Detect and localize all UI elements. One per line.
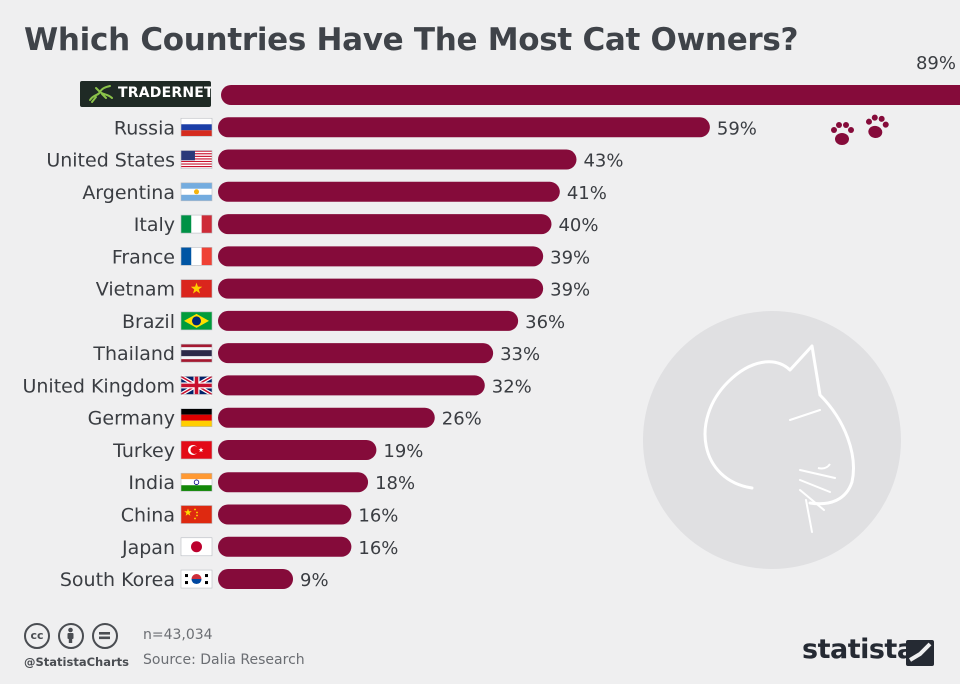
category-label: Japan xyxy=(121,537,175,559)
india-flag xyxy=(180,472,213,492)
tradernet-logo-text: TRADERNET xyxy=(118,85,211,101)
uk-flag xyxy=(179,374,214,397)
statista-logo-icon xyxy=(906,640,934,666)
tradernet-logo: TRADERNET xyxy=(80,81,211,107)
source-note: Source: Dalia Research xyxy=(143,652,305,668)
bar-13 xyxy=(218,472,369,493)
bar-11 xyxy=(218,407,435,428)
value-label: 19% xyxy=(383,441,423,462)
value-label: 16% xyxy=(358,538,398,559)
france-flag xyxy=(180,247,213,266)
category-label: Vietnam xyxy=(96,279,175,301)
bar-3 xyxy=(218,149,577,170)
argentina-flag xyxy=(180,182,213,202)
bar-4 xyxy=(218,181,560,202)
bar-16 xyxy=(218,569,294,590)
germany-flag xyxy=(180,408,213,428)
attribution-icon[interactable] xyxy=(58,623,84,649)
category-label: United States xyxy=(46,150,175,172)
category-label: Thailand xyxy=(92,343,175,365)
value-label: 26% xyxy=(442,409,482,430)
russia-flag xyxy=(180,117,213,137)
category-label: Brazil xyxy=(122,311,175,333)
bar-1 xyxy=(221,85,960,105)
paw-prints xyxy=(831,114,889,145)
category-label: Italy xyxy=(134,214,175,236)
value-label: 59% xyxy=(717,118,757,139)
value-label: 39% xyxy=(550,280,590,301)
category-label: United Kingdom xyxy=(22,375,175,397)
china-flag xyxy=(180,505,213,524)
chart-title: Which Countries Have The Most Cat Owners… xyxy=(24,22,799,58)
south-korea-flag xyxy=(180,569,213,589)
value-label: 16% xyxy=(358,506,398,527)
statista-logo-text[interactable]: statista xyxy=(802,634,915,665)
value-label: 32% xyxy=(492,376,532,397)
bars-group: 89% Russia 59% United States 43% Argentina 41%… xyxy=(22,53,960,591)
value-label: 89% xyxy=(916,53,956,74)
bar-12 xyxy=(218,439,377,460)
category-label: France xyxy=(112,246,175,268)
bar-2 xyxy=(218,117,710,138)
category-label: India xyxy=(128,472,175,494)
value-label: 40% xyxy=(558,215,598,236)
vietnam-flag xyxy=(180,279,213,298)
bar-8 xyxy=(218,310,519,331)
category-label: Argentina xyxy=(82,182,175,204)
statista-handle[interactable]: @StatistaCharts xyxy=(24,655,129,669)
bar-5 xyxy=(218,214,552,235)
bar-10 xyxy=(218,375,485,396)
paw-print-icon xyxy=(865,114,889,138)
bar-7 xyxy=(218,278,544,299)
bar-15 xyxy=(218,536,352,557)
category-label: Russia xyxy=(114,117,175,139)
paw-print-icon xyxy=(831,122,854,145)
lizard-icon xyxy=(89,85,113,103)
usa-flag xyxy=(180,150,213,169)
category-label: South Korea xyxy=(60,569,175,591)
bar-6 xyxy=(218,246,544,267)
value-label: 18% xyxy=(375,473,415,494)
bar-14 xyxy=(218,504,352,525)
value-label: 9% xyxy=(300,570,329,591)
italy-flag xyxy=(180,214,213,234)
bar-9 xyxy=(218,343,494,364)
value-label: 36% xyxy=(525,312,565,333)
turkey-flag xyxy=(180,440,213,460)
category-label: Turkey xyxy=(112,440,175,462)
value-label: 33% xyxy=(500,344,540,365)
category-label: Germany xyxy=(88,408,175,430)
value-label: 39% xyxy=(550,247,590,268)
cc-icon[interactable]: cc xyxy=(24,623,50,649)
cat-illustration xyxy=(643,311,901,569)
japan-flag xyxy=(180,537,213,557)
no-derivatives-icon[interactable] xyxy=(92,623,118,649)
sample-size: n=43,034 xyxy=(143,627,213,643)
thailand-flag xyxy=(180,343,213,363)
brazil-flag xyxy=(180,311,213,331)
value-label: 43% xyxy=(583,151,623,172)
value-label: 41% xyxy=(567,183,607,204)
category-label: China xyxy=(121,505,175,527)
